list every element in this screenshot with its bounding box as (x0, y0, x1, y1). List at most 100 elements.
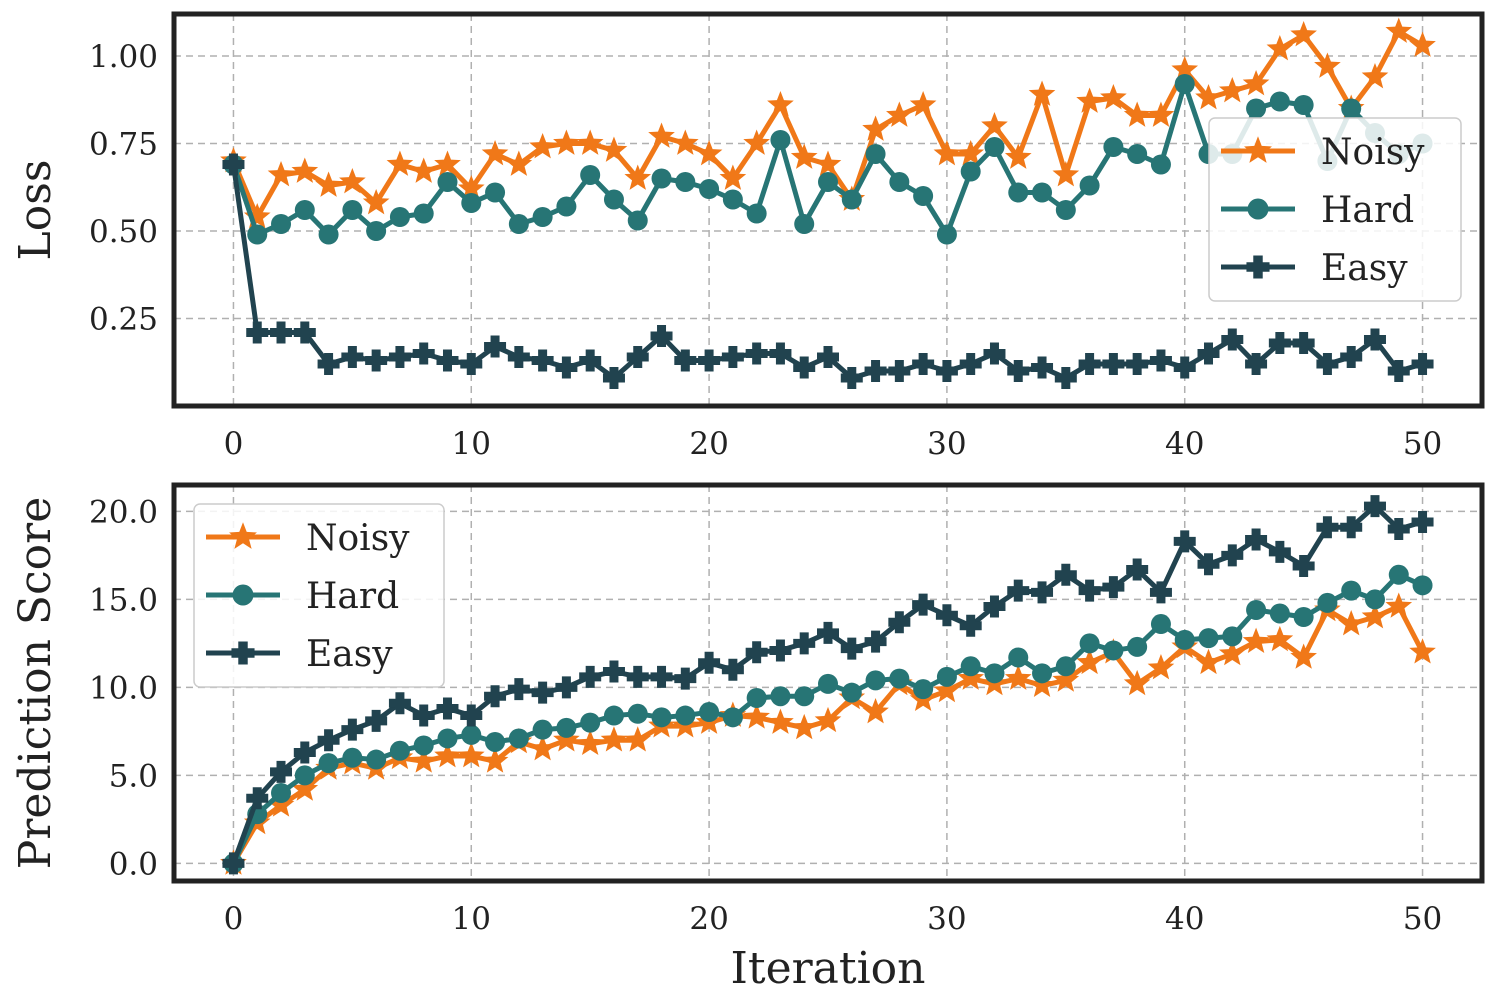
y-tick-label: 0.25 (89, 302, 158, 338)
data-point-easy (935, 360, 958, 382)
data-point-easy (1126, 558, 1149, 581)
legend-label-easy: Easy (306, 634, 393, 675)
data-point-easy (793, 356, 816, 379)
data-point-hard (627, 703, 648, 724)
data-point-easy (388, 692, 411, 715)
data-point-hard (818, 172, 838, 192)
data-point-easy (745, 342, 768, 365)
data-point-hard (627, 210, 648, 231)
data-point-noisy (862, 115, 889, 141)
plot-frame (171, 11, 1485, 409)
data-point-easy (983, 595, 1006, 618)
data-point-noisy (1266, 35, 1294, 61)
data-point-noisy (1123, 669, 1151, 696)
data-point-easy (1221, 328, 1244, 351)
data-point-easy (864, 630, 887, 653)
data-point-hard (294, 765, 315, 786)
data-point-noisy (790, 713, 818, 740)
y-tick-label: 15.0 (89, 582, 158, 618)
data-point-noisy (529, 133, 556, 159)
data-point-hard (413, 735, 434, 756)
y-axis-title: Prediction Score (10, 497, 61, 869)
data-point-hard (342, 200, 363, 220)
data-point-hard (651, 168, 672, 189)
data-point-noisy (1004, 664, 1032, 690)
data-point-easy (674, 349, 697, 372)
data-point-easy (1387, 360, 1410, 382)
data-point-noisy (1195, 84, 1222, 110)
data-point-easy (222, 153, 245, 176)
data-point-easy (1411, 510, 1434, 533)
x-tick-label: 30 (927, 901, 966, 937)
data-point-hard (1150, 614, 1171, 635)
data-point-noisy (648, 122, 675, 148)
data-point-easy (1007, 360, 1030, 382)
series-hard (223, 564, 1433, 874)
data-point-hard (699, 702, 720, 723)
data-point-hard (770, 686, 791, 707)
x-tick-label: 0 (224, 426, 244, 462)
x-tick-label: 0 (224, 901, 244, 937)
data-point-easy (484, 685, 507, 708)
data-point-noisy (291, 775, 319, 801)
data-point-easy (341, 346, 364, 368)
data-point-easy (365, 709, 388, 732)
data-point-easy (1340, 516, 1363, 539)
data-point-easy (817, 346, 839, 368)
data-point-noisy (1337, 610, 1365, 636)
data-point-easy (602, 660, 625, 683)
data-point-noisy (790, 143, 818, 169)
data-point-hard (271, 214, 292, 234)
data-point-hard (1222, 626, 1243, 647)
data-point-easy (555, 356, 578, 379)
data-point-easy (579, 349, 602, 372)
y-tick-label: 10.0 (89, 670, 158, 706)
data-point-hard (746, 203, 767, 224)
data-point-noisy (1290, 643, 1317, 669)
data-point-easy (1221, 544, 1244, 567)
data-point-hard (746, 687, 767, 708)
data-point-noisy (481, 747, 509, 773)
data-point-noisy (957, 140, 985, 166)
data-point-noisy (1385, 17, 1413, 43)
data-point-easy (246, 787, 269, 810)
data-point-noisy (1004, 143, 1032, 169)
data-point-easy (769, 342, 792, 365)
x-tick-label: 50 (1403, 901, 1442, 937)
data-point-hard (889, 668, 910, 689)
data-point-easy (293, 741, 316, 764)
data-point-easy (840, 367, 863, 389)
data-point-easy (1316, 353, 1339, 375)
data-point-hard (794, 214, 815, 234)
data-point-noisy (1361, 63, 1389, 89)
data-point-noisy (576, 129, 604, 155)
data-point-hard (437, 172, 458, 192)
data-point-noisy (1147, 654, 1175, 680)
legend-marker-noisy (1244, 136, 1272, 163)
data-point-hard (722, 707, 743, 728)
data-point-noisy (671, 129, 699, 155)
data-point-hard (1127, 636, 1148, 657)
data-point-easy (436, 697, 459, 720)
data-point-hard (508, 728, 529, 749)
data-point-noisy (981, 112, 1008, 138)
data-point-easy (436, 349, 459, 372)
x-tick-label: 10 (452, 901, 491, 937)
data-point-easy (698, 349, 721, 372)
data-point-easy (935, 604, 958, 627)
data-point-noisy (1147, 101, 1175, 127)
data-point-noisy (553, 129, 580, 155)
data-point-hard (1079, 633, 1100, 654)
data-point-noisy (1123, 101, 1151, 127)
data-point-easy (1031, 356, 1054, 379)
data-point-noisy (743, 703, 770, 729)
data-point-hard (461, 193, 482, 213)
data-point-hard (1341, 580, 1362, 601)
data-point-hard (794, 686, 815, 707)
data-point-noisy (1052, 666, 1080, 692)
data-point-easy (864, 360, 887, 382)
data-point-easy (341, 718, 364, 741)
data-point-hard (699, 179, 720, 199)
data-point-noisy (481, 140, 509, 166)
